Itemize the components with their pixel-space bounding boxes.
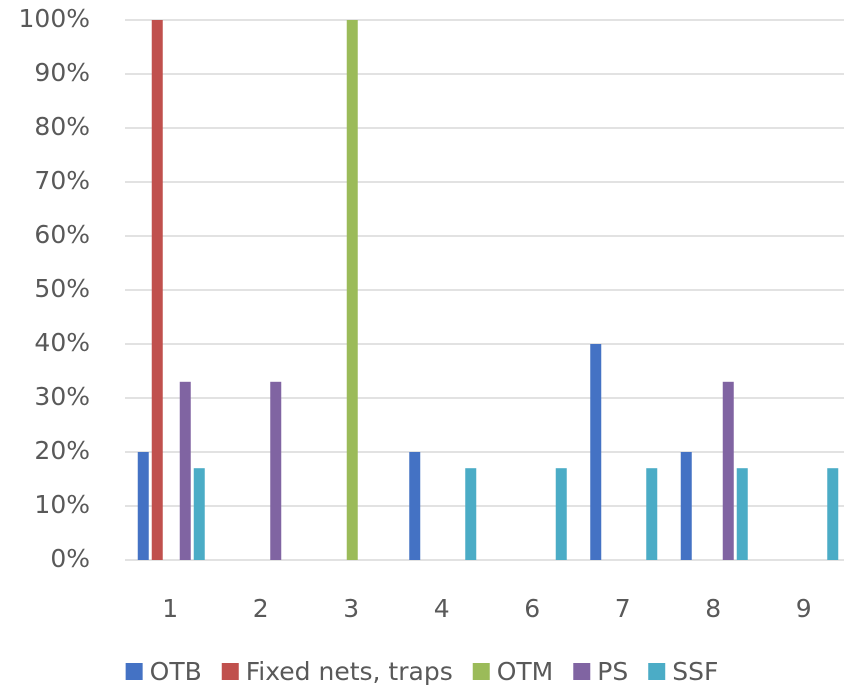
- bar: [465, 468, 476, 560]
- x-tick-label: 4: [434, 594, 450, 623]
- legend-swatch: [573, 663, 590, 680]
- bar: [646, 468, 657, 560]
- bar: [194, 468, 205, 560]
- bar: [556, 468, 567, 560]
- bar: [409, 452, 420, 560]
- bar: [138, 452, 149, 560]
- legend-swatch: [126, 663, 143, 680]
- bar: [723, 382, 734, 560]
- x-tick-label: 3: [343, 594, 359, 623]
- legend-swatch: [222, 663, 239, 680]
- legend-swatch: [473, 663, 490, 680]
- y-tick-label: 30%: [34, 382, 90, 411]
- x-tick-label: 2: [253, 594, 269, 623]
- y-tick-label: 60%: [34, 220, 90, 249]
- bar: [590, 344, 601, 560]
- y-tick-label: 0%: [50, 544, 90, 573]
- bar: [152, 20, 163, 560]
- bar: [681, 452, 692, 560]
- y-tick-label: 90%: [34, 58, 90, 87]
- y-tick-label: 80%: [34, 112, 90, 141]
- y-tick-label: 40%: [34, 328, 90, 357]
- legend-label: PS: [597, 657, 628, 686]
- bar: [737, 468, 748, 560]
- legend-label: SSF: [672, 657, 718, 686]
- y-tick-label: 70%: [34, 166, 90, 195]
- y-tick-label: 10%: [34, 490, 90, 519]
- bar: [180, 382, 191, 560]
- legend-swatch: [648, 663, 665, 680]
- x-tick-label: 9: [796, 594, 812, 623]
- legend-label: Fixed nets, traps: [246, 657, 453, 686]
- legend-label: OTM: [497, 657, 554, 686]
- bar: [347, 20, 358, 560]
- bar: [827, 468, 838, 560]
- legend-label: OTB: [150, 657, 202, 686]
- chart: 0% 10% 20% 30% 40% 50% 60% 70% 80% 90% 100% 1 2 3 4 6 7 8…: [0, 0, 844, 695]
- y-tick-label: 20%: [34, 436, 90, 465]
- y-tick-label: 50%: [34, 274, 90, 303]
- bar: [270, 382, 281, 560]
- x-tick-label: 6: [524, 594, 540, 623]
- x-tick-label: 7: [615, 594, 631, 623]
- x-tick-label: 8: [705, 594, 721, 623]
- y-tick-label: 100%: [19, 4, 90, 33]
- x-tick-label: 1: [162, 594, 178, 623]
